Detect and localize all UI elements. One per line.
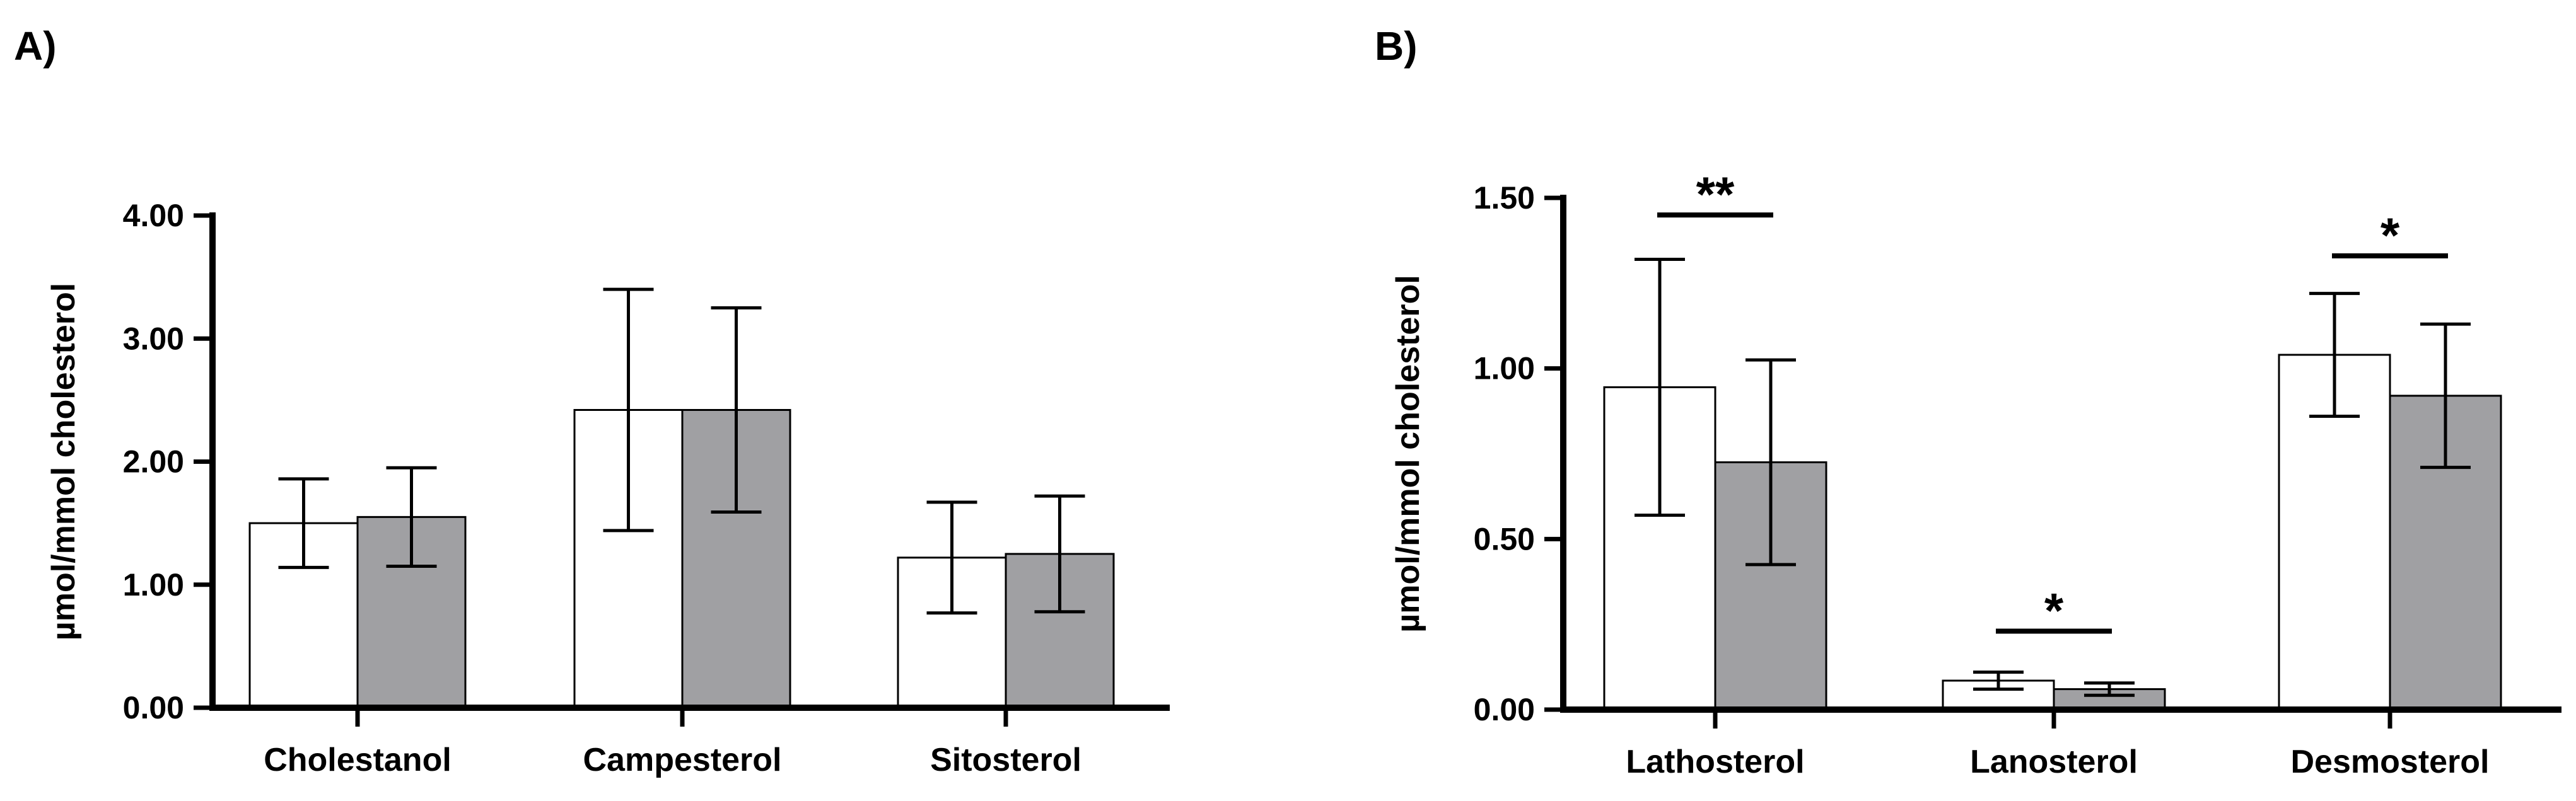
x-tick-label-b-desmosterol: Desmosterol: [2291, 744, 2490, 780]
error-bar-b-lathosterol-series-1: [1635, 257, 1685, 517]
y-tick-label-a-3: 3.00: [123, 321, 184, 356]
significance-marker-b-desmosterol: *: [2381, 207, 2400, 263]
y-tick-label-a-1: 1.00: [123, 567, 184, 602]
x-tick-label-b-lanosterol: Lanosterol: [1970, 744, 2138, 780]
y-tick-label-a-0: 0.00: [123, 690, 184, 725]
panel-a-chart: Cholestanol Campesterol Sitosterol 0.00 1.00…: [45, 198, 1170, 778]
x-tick-label-a-cholestanol: Cholestanol: [264, 742, 452, 778]
error-bar-b-lanosterol-series-1: [1973, 670, 2024, 691]
error-bar-b-desmosterol-series-1: [2309, 292, 2360, 418]
y-tick-label-b-0: 0.00: [1474, 692, 1535, 727]
y-tick-label-a-2: 2.00: [123, 444, 184, 480]
y-tick-label-b-3: 1.50: [1474, 180, 1535, 216]
error-bar-a-cholestanol-series-2: [386, 466, 437, 568]
error-bar-b-lanosterol-series-2: [2084, 681, 2135, 697]
x-tick-label-a-sitosterol: Sitosterol: [930, 742, 1081, 778]
y-tick-label-a-4: 4.00: [123, 198, 184, 233]
y-axis-title-a: µmol/mmol cholesterol: [45, 283, 82, 640]
y-tick-label-b-1: 0.50: [1474, 521, 1535, 556]
error-bar-a-campesterol-series-1: [603, 287, 654, 533]
y-tick-label-b-2: 1.00: [1474, 351, 1535, 386]
panel-b-chart: Lathosterol Lanosterol Desmosterol 0.00 0.50…: [1390, 166, 2561, 780]
error-bar-a-sitosterol-series-1: [926, 500, 977, 615]
x-tick-label-b-lathosterol: Lathosterol: [1626, 744, 1804, 780]
error-bar-b-lathosterol-series-2: [1746, 358, 1796, 567]
panel-label-b: B): [1375, 23, 1418, 69]
error-bar-a-campesterol-series-2: [711, 306, 762, 514]
y-axis-title-b: µmol/mmol cholesterol: [1390, 275, 1426, 632]
error-bar-b-desmosterol-series-2: [2420, 322, 2471, 470]
error-bar-a-sitosterol-series-2: [1034, 494, 1085, 614]
significance-marker-b-lathosterol: **: [1696, 166, 1735, 222]
panel-label-a: A): [14, 23, 57, 69]
x-tick-label-a-campesterol: Campesterol: [583, 742, 782, 778]
error-bar-a-cholestanol-series-1: [278, 477, 329, 569]
significance-marker-b-lanosterol: *: [2044, 582, 2064, 638]
